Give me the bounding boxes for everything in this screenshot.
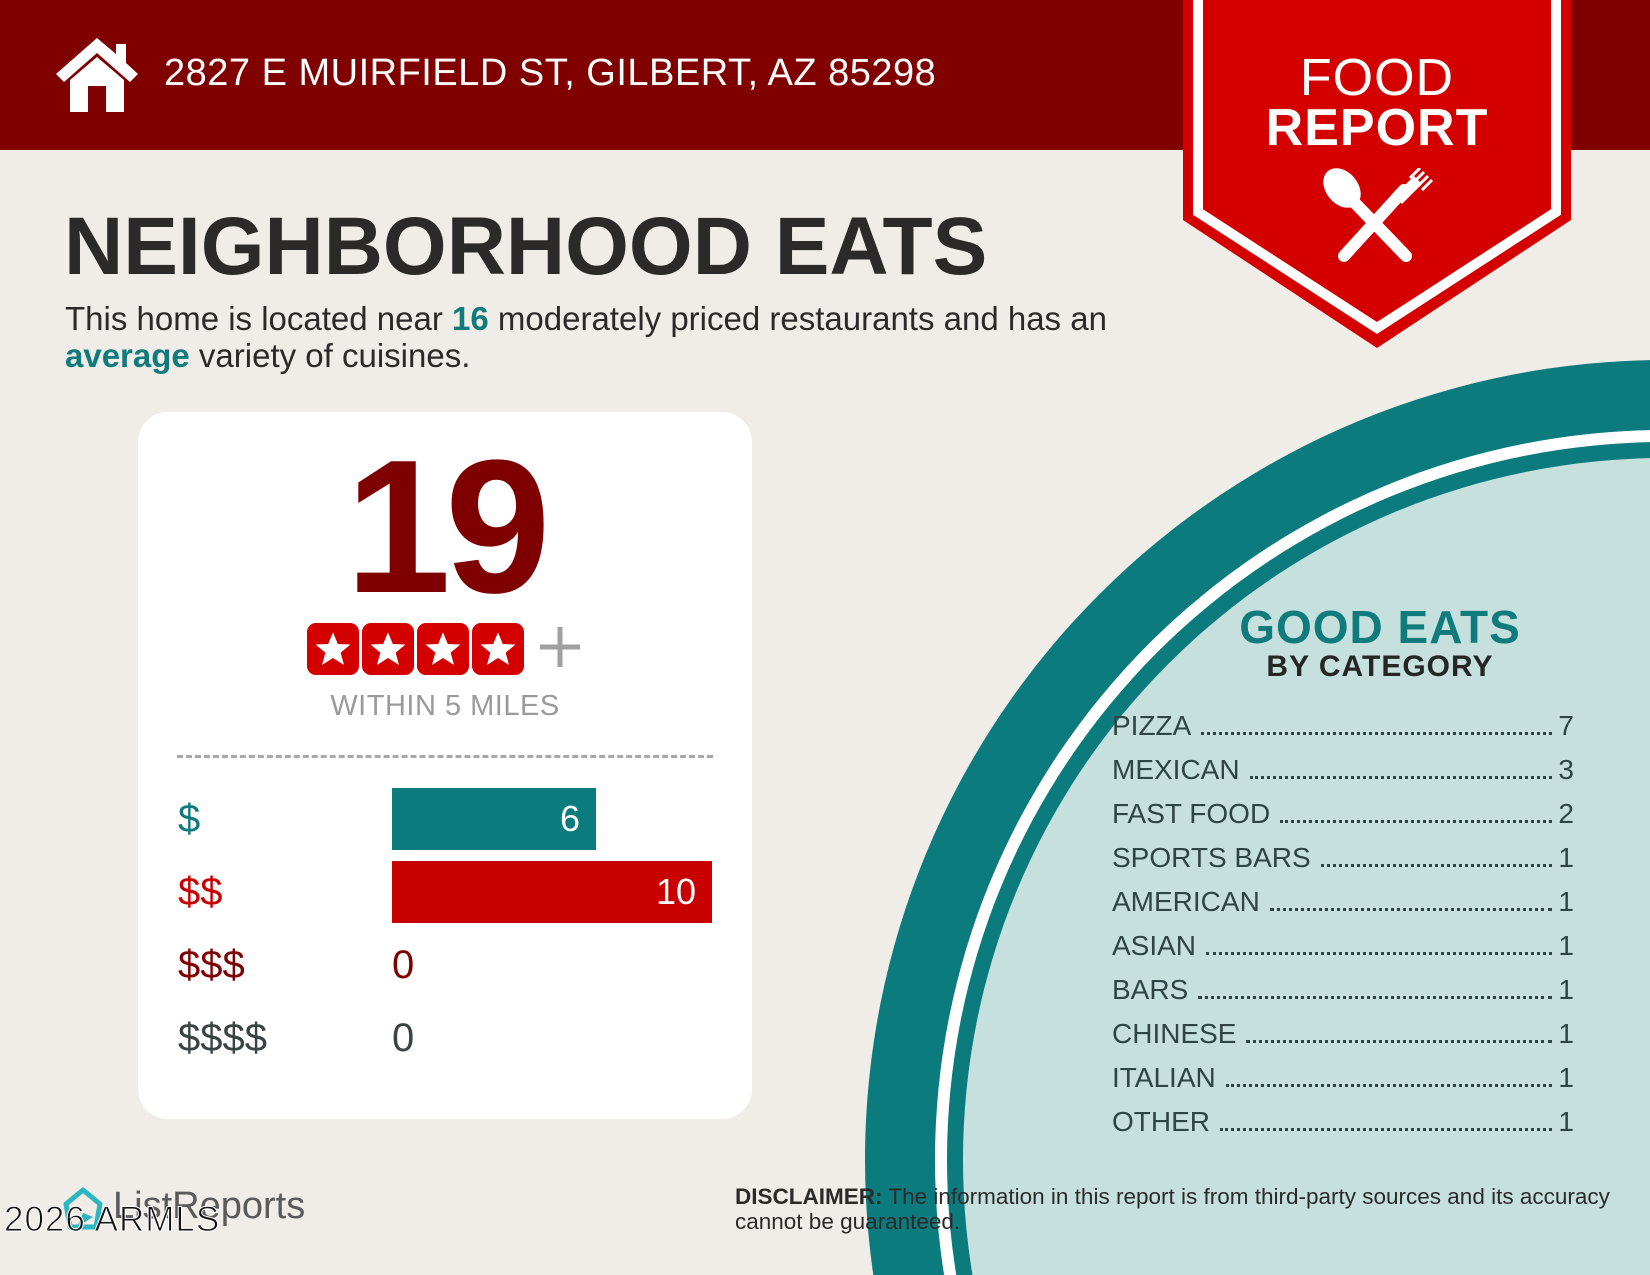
star-icon xyxy=(417,623,469,675)
page-title: NEIGHBORHOOD EATS xyxy=(64,201,988,292)
dot-leader xyxy=(1249,776,1553,779)
categories-subheading: BY CATEGORY xyxy=(1266,650,1494,683)
price-tier-count: 0 xyxy=(392,1016,415,1060)
disclaimer: DISCLAIMER: The information in this repo… xyxy=(735,1184,1615,1234)
star-icon xyxy=(472,623,524,675)
home-icon xyxy=(56,38,138,112)
category-circle-fill xyxy=(963,458,1650,1275)
price-tier-label: $ xyxy=(178,797,201,841)
rating-stars xyxy=(307,623,524,675)
listreports-logo-text: ListReports xyxy=(113,1185,306,1227)
category-count: 1 xyxy=(1558,886,1574,917)
restaurant-summary-card xyxy=(138,412,752,1119)
dot-leader xyxy=(1201,732,1553,735)
price-tier-bar: 6 xyxy=(392,788,596,850)
list-item: BARS 1 xyxy=(1112,974,1574,1018)
list-item: ITALIAN 1 xyxy=(1112,1062,1574,1106)
plus-icon xyxy=(540,627,580,667)
price-tier-count: 0 xyxy=(392,943,415,987)
star-icon xyxy=(362,623,414,675)
categories-heading: GOOD EATS xyxy=(1239,601,1521,653)
category-name: AMERICAN xyxy=(1112,886,1260,917)
category-name: MEXICAN xyxy=(1112,754,1240,785)
dot-leader xyxy=(1206,952,1553,955)
dot-leader xyxy=(1225,1084,1553,1087)
utensils-icon xyxy=(1323,168,1434,262)
distance-label: WITHIN 5 MILES xyxy=(330,690,560,722)
dot-leader xyxy=(1198,996,1553,999)
disclaimer-label: DISCLAIMER: xyxy=(735,1184,883,1209)
summary-text: This home is located near 16 moderately … xyxy=(65,300,1145,374)
category-name: BARS xyxy=(1112,974,1189,1005)
category-name: ITALIAN xyxy=(1112,1062,1216,1093)
list-item: CHINESE 1 xyxy=(1112,1018,1574,1062)
dot-leader xyxy=(1220,1128,1553,1131)
dot-leader xyxy=(1269,908,1553,911)
category-count: 1 xyxy=(1558,1062,1574,1093)
property-address: 2827 E MUIRFIELD ST, GILBERT, AZ 85298 xyxy=(164,52,937,94)
category-name: SPORTS BARS xyxy=(1112,842,1311,873)
ribbon-title-food: FOOD xyxy=(1299,49,1455,107)
mls-watermark: 2026 ARMLS xyxy=(3,1200,221,1240)
category-count: 7 xyxy=(1558,710,1574,741)
price-tier-label: $$$ xyxy=(178,943,245,987)
category-count: 3 xyxy=(1558,754,1574,785)
summary-part: moderately priced restaurants and has an xyxy=(488,300,1107,337)
category-count: 1 xyxy=(1558,1106,1574,1137)
category-count: 1 xyxy=(1558,842,1574,873)
list-item: SPORTS BARS 1 xyxy=(1112,842,1574,886)
price-row-3: $$$ 0 xyxy=(0,934,1650,996)
list-item: MEXICAN 3 xyxy=(1112,754,1574,798)
variety-highlight: average xyxy=(65,337,190,374)
category-name: CHINESE xyxy=(1112,1018,1237,1049)
category-name: ASIAN xyxy=(1112,930,1197,961)
star-icon xyxy=(307,623,359,675)
category-count: 1 xyxy=(1558,974,1574,1005)
restaurant-count-highlight: 16 xyxy=(452,300,489,337)
ribbon-title-report: REPORT xyxy=(1265,99,1489,157)
list-item: OTHER 1 xyxy=(1112,1106,1574,1150)
category-name: OTHER xyxy=(1112,1106,1210,1137)
list-item: AMERICAN 1 xyxy=(1112,886,1574,930)
total-restaurants: 19 xyxy=(345,421,550,633)
summary-part: This home is located near xyxy=(65,300,453,337)
header-bar: 2827 E MUIRFIELD ST, GILBERT, AZ 85298 xyxy=(0,0,1650,150)
price-row-4: $$$$ 0 xyxy=(0,1007,1650,1069)
list-item: PIZZA 7 xyxy=(1112,710,1574,754)
category-count: 2 xyxy=(1558,798,1574,829)
category-count: 1 xyxy=(1558,1018,1574,1049)
disclaimer-text: The information in this report is from t… xyxy=(735,1184,1610,1234)
list-item: ASIAN 1 xyxy=(1112,930,1574,974)
dot-leader xyxy=(1320,864,1553,867)
dot-leader xyxy=(1280,820,1553,823)
price-tier-label: $$ xyxy=(178,870,223,914)
price-row-2: $$ 10 xyxy=(0,861,1650,923)
category-name: PIZZA xyxy=(1112,710,1192,741)
category-list: PIZZA 7 MEXICAN 3 FAST FOOD 2 SPORTS BARS 1 … xyxy=(1112,710,1574,1150)
dot-leader xyxy=(1246,1040,1553,1043)
summary-part: variety of cuisines. xyxy=(189,337,471,374)
list-item: FAST FOOD 2 xyxy=(1112,798,1574,842)
price-tier-bar: 10 xyxy=(392,861,712,923)
listreports-logo-icon xyxy=(63,1187,103,1230)
price-row-1: $ 6 xyxy=(0,788,1650,850)
card-divider xyxy=(177,755,713,758)
category-name: FAST FOOD xyxy=(1112,798,1271,829)
category-count: 1 xyxy=(1558,930,1574,961)
price-tier-label: $$$$ xyxy=(178,1016,267,1060)
